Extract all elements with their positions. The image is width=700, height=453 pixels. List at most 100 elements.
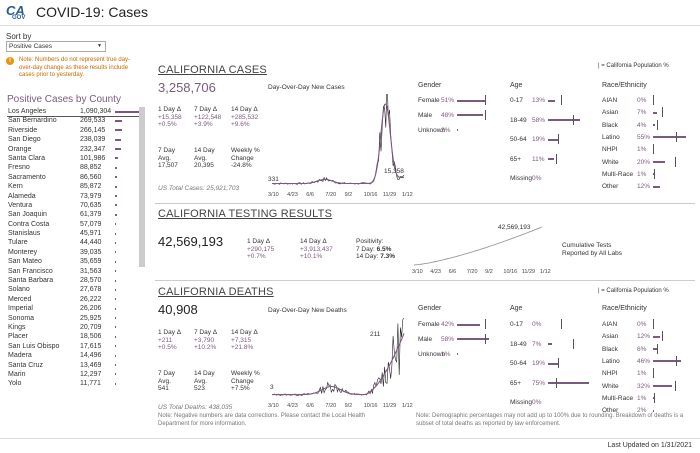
county-list-scrollbar[interactable] (139, 107, 145, 267)
county-name: Alameda (8, 192, 36, 200)
county-name: Imperial (8, 305, 33, 313)
county-value: 266,145 (80, 126, 106, 134)
county-row[interactable]: Santa Cruz 13,469 (7, 361, 144, 370)
cases-last-value: 15,358 (384, 168, 404, 175)
county-row[interactable]: Kern 85,872 (7, 182, 144, 191)
county-bar (115, 373, 116, 376)
county-name: Riverside (8, 126, 38, 134)
county-name: Monterey (8, 248, 38, 256)
demo-label: Unknown (418, 350, 446, 358)
county-row[interactable]: Yolo 11,771 (7, 379, 144, 388)
county-row[interactable]: San Diego 238,039 (7, 135, 144, 144)
logo-text: CA (6, 3, 25, 18)
county-name: Santa Clara (8, 154, 45, 162)
county-value: 1,090,304 (80, 108, 112, 115)
us-total-cases: US Total Cases: 25,921,703 (158, 185, 240, 192)
county-name: Sacramento (8, 173, 46, 181)
cases-age-row: 0-17 13% (510, 95, 602, 106)
demo-pct: 12% (637, 183, 651, 191)
county-bar (115, 270, 116, 273)
county-row[interactable]: San Luis Obispo 17,615 (7, 342, 144, 351)
cases-chart-label: Day-Over-Day New Cases (268, 84, 345, 91)
county-row[interactable]: Orange 232,347 (7, 145, 144, 154)
demo-pct: 6% (637, 345, 647, 353)
county-row[interactable]: Fresno 88,852 (7, 163, 144, 172)
demo-pct: 13% (532, 97, 546, 104)
county-row[interactable]: Placer 18,506 (7, 332, 144, 341)
county-row[interactable]: Los Angeles 1,090,304 (7, 107, 144, 118)
county-row[interactable]: Santa Clara 101,986 (7, 154, 144, 163)
population-marker (557, 134, 559, 144)
county-value: 11,771 (80, 380, 101, 388)
county-bar (115, 307, 116, 310)
sort-select[interactable]: Positive Cases ▼ (6, 41, 106, 52)
county-row[interactable]: San Joaquin 61,379 (7, 210, 144, 219)
cases-race-row: Multi-Race 1% (602, 168, 694, 180)
cases-7day-change: 7 Day Δ +122,548 +3.9% (194, 106, 222, 128)
county-row[interactable]: Ventura 70,635 (7, 201, 144, 210)
county-row[interactable]: Solano 27,678 (7, 285, 144, 294)
demo-bar (548, 382, 590, 384)
cases-chart[interactable] (266, 94, 412, 190)
deaths-age-row: 0-17 0% (510, 319, 602, 330)
county-bar (115, 364, 116, 367)
x-tick-label: 4/23 (287, 192, 298, 198)
county-list[interactable]: Los Angeles 1,090,304 San Bernardino 269,53… (7, 107, 144, 432)
demo-pct: 32% (637, 382, 651, 390)
demo-label: Latino (602, 133, 620, 141)
population-marker (557, 358, 559, 368)
population-marker (653, 144, 655, 155)
cases-age-row: 50-64 19% (510, 134, 602, 145)
county-row[interactable]: Stanislaus 45,971 (7, 229, 144, 238)
demo-pct: 7% (532, 340, 542, 348)
county-value: 20,709 (80, 323, 102, 331)
deaths-section-title[interactable]: CALIFORNIA DEATHS (158, 286, 274, 298)
county-row[interactable]: Contra Costa 57,079 (7, 220, 144, 229)
county-row[interactable]: Alameda 73,979 (7, 192, 144, 201)
county-row[interactable]: Marin 12,297 (7, 370, 144, 379)
county-name: Santa Barbara (8, 277, 54, 285)
county-row[interactable]: San Mateo 35,659 (7, 257, 144, 266)
county-row[interactable]: San Bernardino 269,533 (7, 116, 144, 125)
county-value: 13,469 (80, 361, 102, 369)
county-row[interactable]: Merced 26,222 (7, 295, 144, 304)
demo-label: 65+ (510, 379, 522, 387)
county-name: San Bernardino (8, 117, 57, 125)
warning-icon: ! (6, 57, 14, 65)
cases-1day-change: 1 Day Δ +15,358 +0.5% (158, 106, 182, 128)
data-note: ! Note: Numbers do not represent true da… (6, 57, 136, 80)
cases-first-value: 331 (268, 176, 279, 183)
county-row[interactable]: Madera 14,496 (7, 351, 144, 360)
county-row[interactable]: Imperial 26,206 (7, 304, 144, 313)
demo-bar (457, 114, 484, 117)
deaths-total: 40,908 (158, 302, 198, 317)
county-row[interactable]: Tulare 44,440 (7, 238, 144, 247)
county-row[interactable]: Kings 20,709 (7, 323, 144, 332)
demo-label: Multi-Race (602, 170, 634, 178)
county-row[interactable]: San Francisco 31,563 (7, 267, 144, 276)
county-value: 70,635 (80, 201, 102, 209)
county-name: Marin (8, 370, 26, 378)
x-tick-label: 6/6 (306, 192, 314, 198)
population-marker (484, 333, 486, 344)
county-row[interactable]: Sonoma 25,925 (7, 314, 144, 323)
testing-section-title[interactable]: CALIFORNIA TESTING RESULTS (158, 208, 333, 220)
demo-label: Other (602, 407, 619, 415)
cases-section-title[interactable]: CALIFORNIA CASES (158, 64, 267, 76)
footer-divider (0, 438, 700, 439)
deaths-14day-change: 14 Day Δ +7,315 +21.8% (231, 329, 258, 351)
testing-chart[interactable] (410, 222, 550, 268)
deaths-7day-change: 7 Day Δ +3,790 +10.2% (194, 329, 218, 351)
x-tick-label: 4/23 (287, 403, 298, 409)
population-marker (662, 331, 663, 342)
county-bar (115, 148, 121, 151)
demo-pct: 1% (637, 394, 647, 402)
county-row[interactable]: Sacramento 86,560 (7, 173, 144, 182)
population-marker (572, 338, 574, 349)
deaths-chart[interactable] (266, 318, 412, 400)
county-row[interactable]: Santa Barbara 28,570 (7, 276, 144, 285)
x-tick-label: 10/16 (503, 269, 518, 275)
county-row[interactable]: Monterey 39,035 (7, 248, 144, 257)
ca-gov-logo[interactable]: CA GOV (6, 3, 25, 21)
county-row[interactable]: Riverside 266,145 (7, 126, 144, 135)
